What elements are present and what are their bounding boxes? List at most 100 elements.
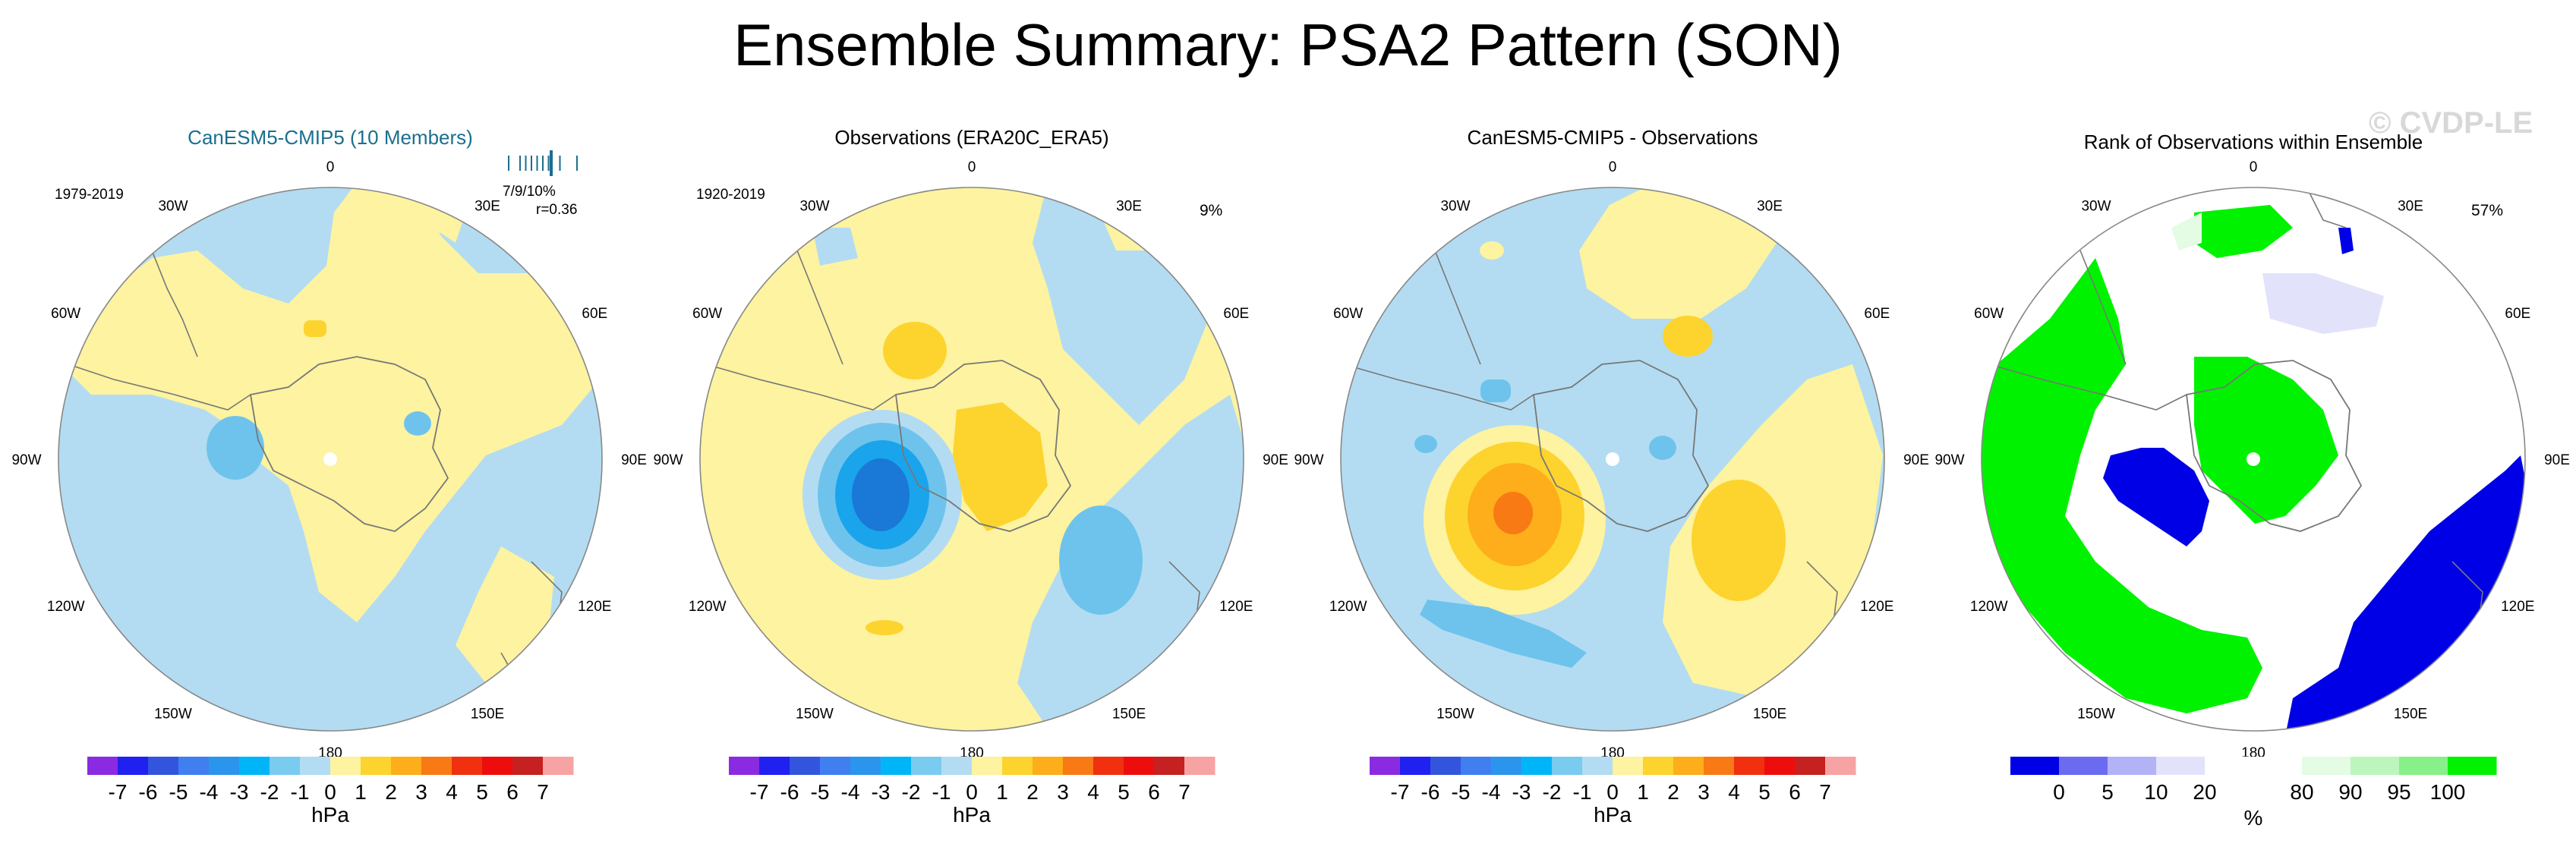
lon-label: 120W [1329,599,1367,615]
colorbar-tick-label: -1 [1573,780,1592,804]
colorbar-rank: 0 5 10 20 80 90 95 100% [2010,757,2497,830]
lon-label: 0 [326,159,335,175]
colorbar-hpa: -7 -6 -5 -4 -3 -2 -1 0 1 2 3 4 5 6 7 hPa [1370,757,1856,827]
colorbar-swatch [421,757,452,775]
positive-anomaly-contour [1493,492,1533,534]
colorbar-tick-label: 80 [2290,780,2313,804]
colorbar-swatch [2351,757,2400,775]
lon-label: 90W [653,452,683,468]
panel-observations: Observations (ERA20C_ERA5) 1920-2019 9% [696,126,1244,732]
coastline [2186,360,2363,532]
panel-rank: Rank of Observations within Ensemble 57% [1981,131,2526,732]
colorbar-swatch [972,757,1003,775]
lon-label: 150W [154,706,192,722]
colorbar-tick-label: 5 [1758,780,1770,804]
coastline [895,360,1072,532]
rank-high-region [2202,421,2224,455]
rank-low-region [2103,448,2209,546]
lon-label: 90W [11,452,41,468]
colorbar-tick-label: 5 [2101,780,2114,804]
lon-label: 30W [158,199,188,215]
colorbar-tick-label: 90 [2338,780,2362,804]
colorbar-swatch [148,757,179,775]
colorbar-tick-label: 0 [324,780,336,804]
colorbar-swatch [1613,757,1644,775]
panel-title: CanESM5-CMIP5 (10 Members) [188,126,473,149]
colorbar-swatch [2253,757,2303,775]
colorbar-swatch [759,757,790,775]
colorbar-tick-label: 4 [1087,780,1099,804]
colorbar-tick-label: 1 [1637,780,1649,804]
colorbar-tick-label: 0 [2053,780,2065,804]
lon-label: 120E [1860,599,1893,615]
colorbar-swatch [1063,757,1094,775]
ensemble-rug [508,150,578,176]
colorbar-swatch [820,757,851,775]
colorbar-swatch [391,757,422,775]
colorbar-swatch [543,757,574,775]
colorbar-swatch [1764,757,1796,775]
colorbar-swatch [330,757,361,775]
colorbar-tick-label: -5 [1452,780,1471,804]
lon-label: 120E [578,599,611,615]
lon-label: 60E [1223,306,1249,322]
colorbar-tick-label: -4 [1482,780,1501,804]
pole-marker [1606,452,1619,466]
colorbar-swatch [452,757,483,775]
colorbar-swatch [850,757,881,775]
colorbar-tick-label: 100 [2430,780,2466,804]
lon-label: 60W [1333,306,1363,322]
colorbar-tick-label: 7 [1819,780,1831,804]
colorbar-swatch [300,757,331,775]
lon-label: 60E [1864,306,1890,322]
map-boundary [58,187,603,732]
colorbar-swatch [1673,757,1704,775]
colorbar-tick-label: 7 [1178,780,1190,804]
anomaly-contour [304,320,326,337]
colorbar-tick-label: -3 [1512,780,1531,804]
rank-low-region [2338,228,2354,254]
colorbar-swatch [482,757,513,775]
colorbar-swatch [1370,757,1401,775]
colorbar-tick-label: -2 [902,780,921,804]
colorbar-swatch [178,757,210,775]
colorbar-tick-label: -3 [230,780,249,804]
colorbar-swatch [881,757,912,775]
lon-label: 120W [689,599,727,615]
colorbar-tick-label: 3 [415,780,427,804]
colorbar-tick-label: -6 [139,780,158,804]
colorbar-tick-label: -2 [1543,780,1562,804]
coastline [1533,360,1710,532]
colorbar-tick-label: 4 [446,780,458,804]
colorbar-tick-label: 6 [1148,780,1160,804]
colorbar-swatch [209,757,240,775]
map-boundary [1340,187,1885,732]
lon-label: 30W [1440,199,1470,215]
negative-anomaly-region [404,411,431,436]
panel-title: Observations (ERA20C_ERA5) [834,126,1108,149]
colorbar-hpa: -7 -6 -5 -4 -3 -2 -1 0 1 2 3 4 5 6 7 hPa [87,757,574,827]
lon-label: 90E [1903,452,1929,468]
watermark-text: © CVDP-LE [2369,106,2533,140]
positive-anomaly-contour [1692,480,1786,601]
colorbar-swatch [1124,757,1155,775]
colorbar-swatch [911,757,942,775]
colorbar-swatch [1704,757,1735,775]
colorbar-unit: hPa [953,803,991,827]
lon-label: 90E [2544,452,2570,468]
colorbar-swatch [1582,757,1613,775]
colorbar-tick-label: 1 [996,780,1008,804]
lon-label: 0 [968,159,976,175]
colorbar-tick-label: 6 [1789,780,1801,804]
colorbar-swatch [1521,757,1553,775]
colorbar-swatch [2108,757,2157,775]
lon-label: 30E [2398,199,2423,215]
lon-label: 0 [1609,159,1617,175]
colorbar-tick-label: -6 [1421,780,1440,804]
colorbar-swatch [2010,757,2060,775]
colorbar-swatch [1643,757,1674,775]
colorbar-tick-label: -1 [932,780,951,804]
